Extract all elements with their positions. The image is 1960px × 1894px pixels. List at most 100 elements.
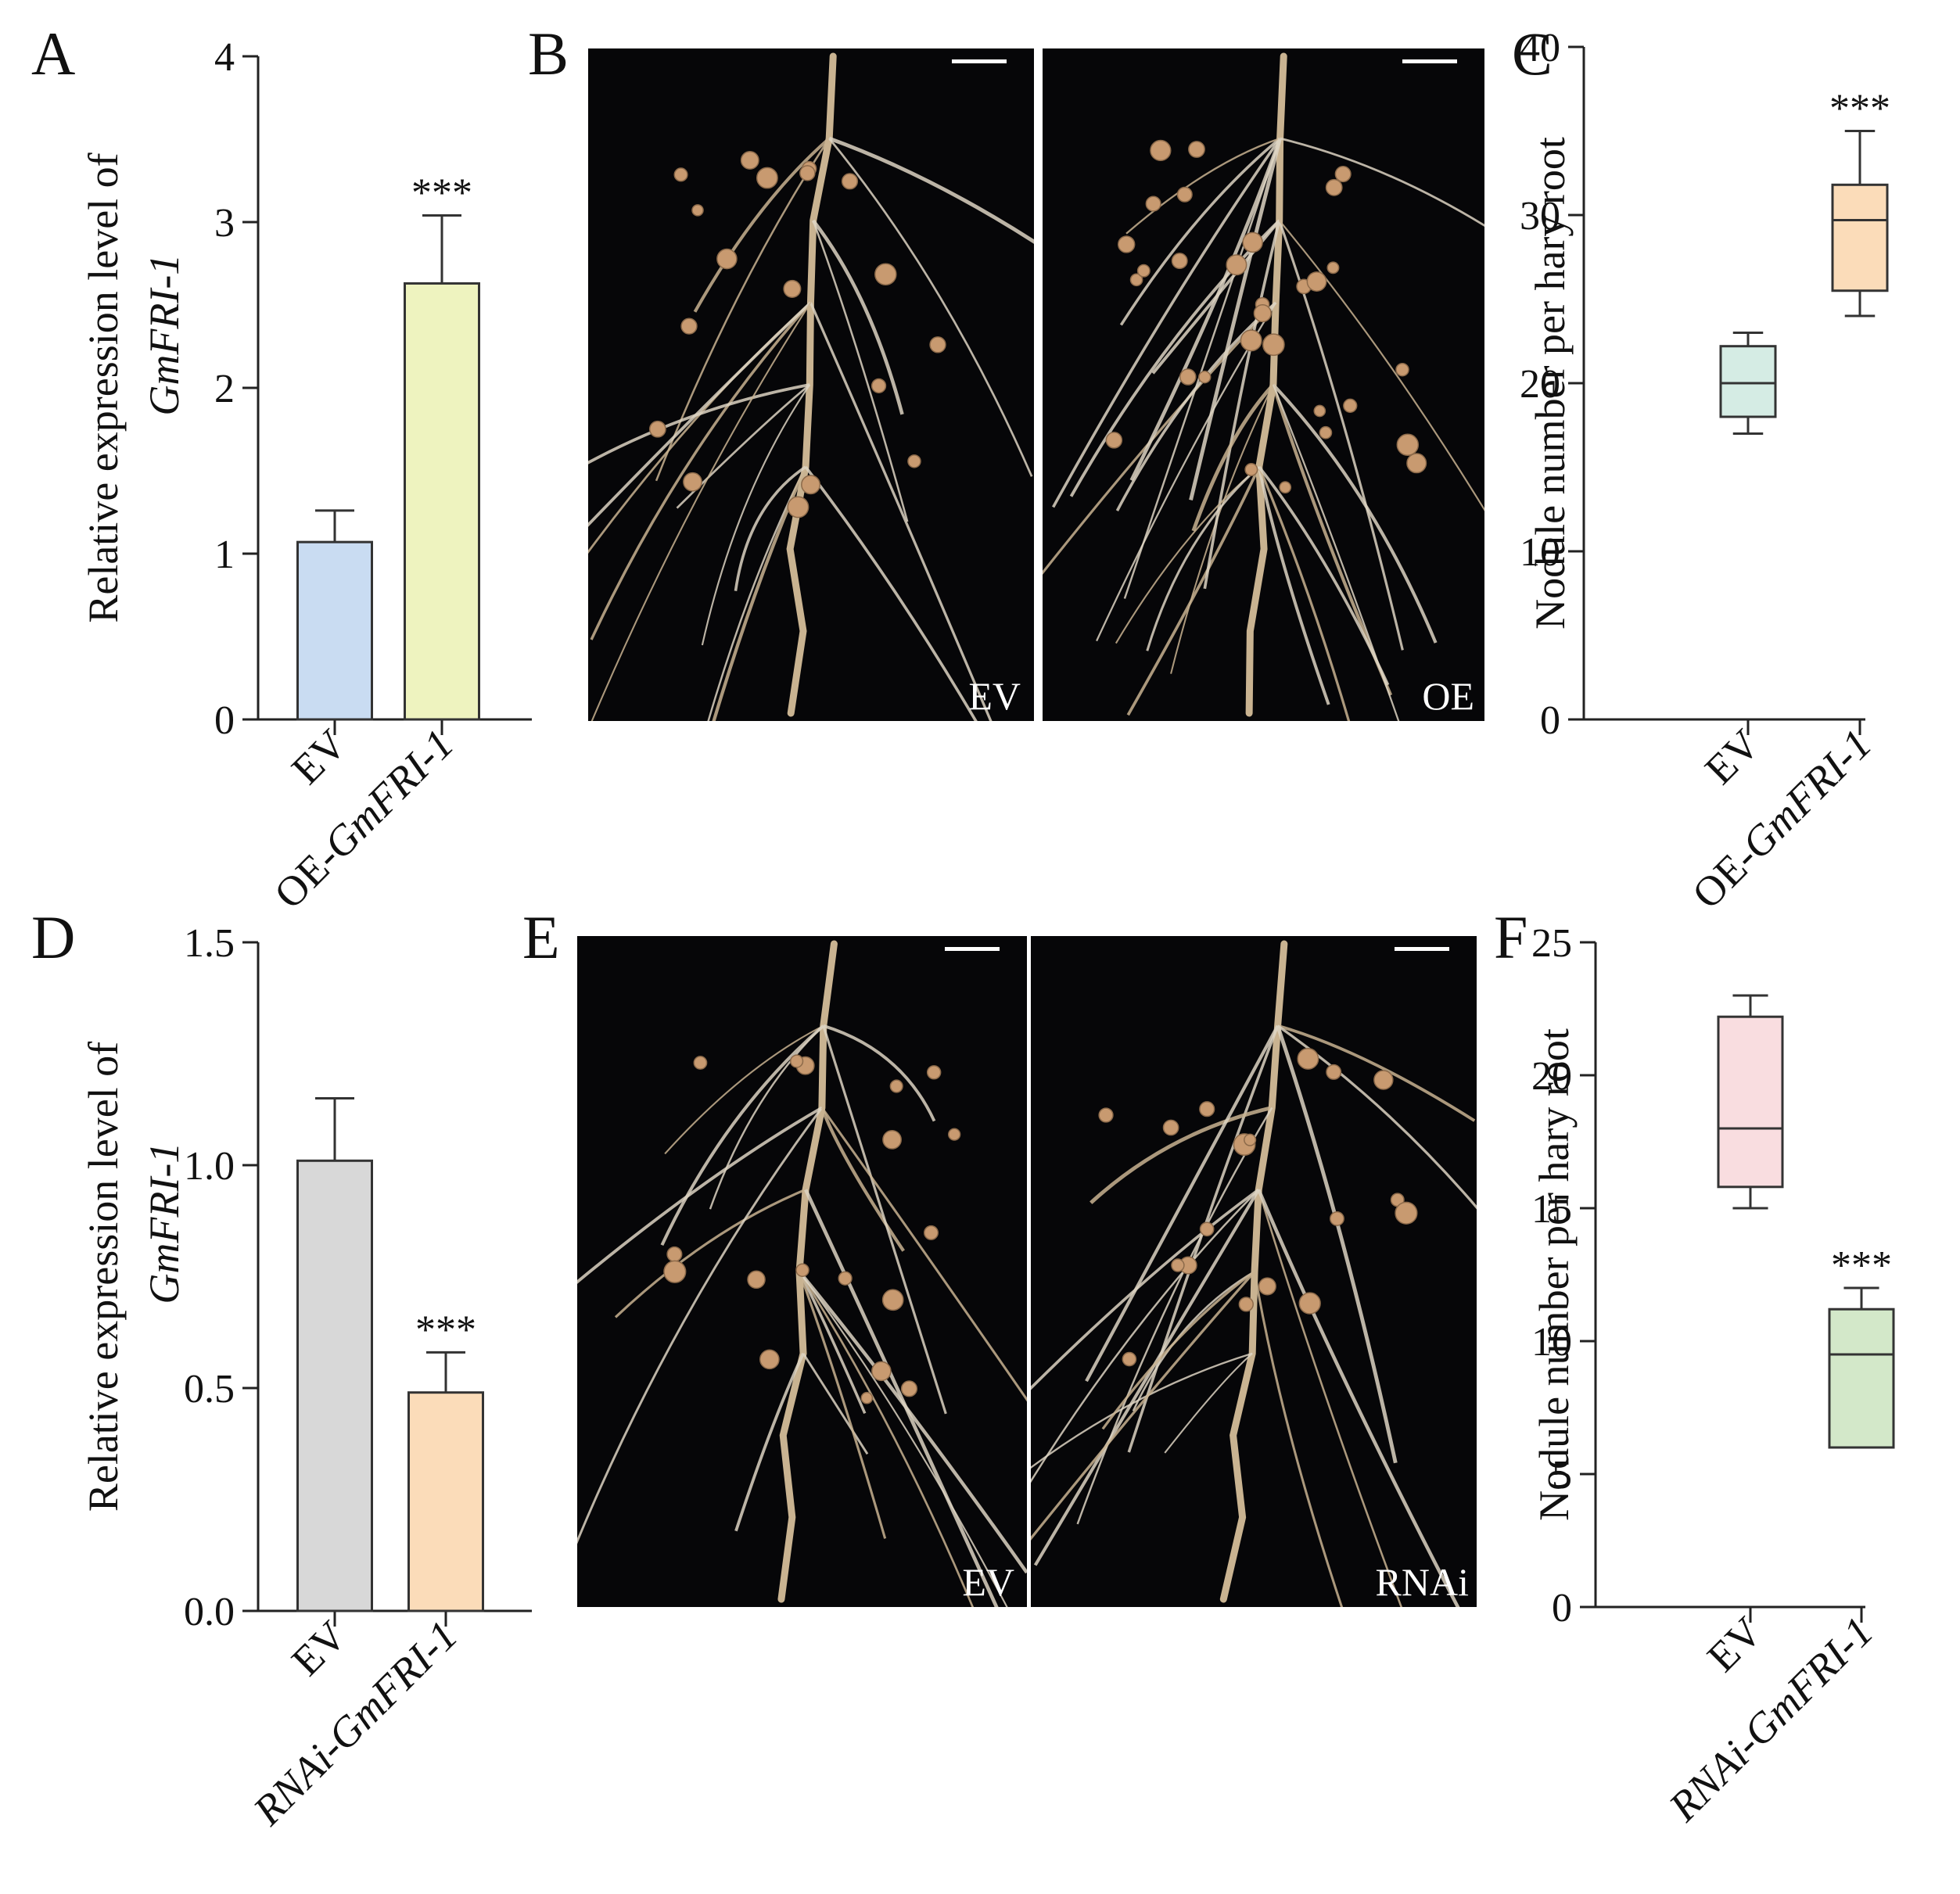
nodule xyxy=(673,167,688,182)
panel-letter-c: C xyxy=(1512,20,1553,88)
nodule xyxy=(1171,253,1188,270)
nodule xyxy=(838,1271,853,1286)
y-tick-label: 10 xyxy=(1520,530,1560,575)
lateral-root xyxy=(655,138,831,482)
lateral-root xyxy=(812,220,909,522)
nodule xyxy=(1396,433,1420,457)
y-tick-label: 0 xyxy=(214,698,235,743)
x-category-label: EV xyxy=(1696,720,1768,793)
nodule xyxy=(747,1270,766,1290)
lateral-root xyxy=(1276,1024,1398,1464)
y-tick-label: 1.0 xyxy=(184,1144,235,1189)
nodule xyxy=(926,1065,942,1080)
nodule xyxy=(1199,1101,1215,1117)
nodule xyxy=(1395,362,1409,377)
photo-e-left-label: EV xyxy=(962,1560,1014,1604)
nodule xyxy=(1343,398,1358,413)
lateral-root xyxy=(799,1271,1008,1607)
nodule xyxy=(1258,1277,1276,1296)
panel-letter-a: A xyxy=(31,20,75,88)
nodule xyxy=(871,1361,892,1382)
scale-bar xyxy=(1395,947,1449,951)
y-axis-label: Relative expression level of xyxy=(80,152,127,622)
significance-marker: *** xyxy=(1831,1243,1892,1288)
nodule xyxy=(1334,166,1352,183)
lateral-root xyxy=(811,219,904,415)
nodule xyxy=(1373,1070,1394,1090)
y-tick-label: 4 xyxy=(214,35,235,80)
lateral-root xyxy=(1257,1189,1460,1607)
panel-letter-b: B xyxy=(528,20,569,88)
lateral-root xyxy=(1089,1106,1273,1204)
lateral-root xyxy=(1272,384,1400,721)
nodule xyxy=(882,1129,902,1150)
root-system xyxy=(1043,52,1484,721)
lateral-root xyxy=(1258,466,1351,721)
lateral-root xyxy=(798,1271,867,1415)
nodule xyxy=(648,420,666,438)
root-system xyxy=(588,52,1034,721)
y-tick-label: 1.5 xyxy=(184,921,235,966)
panel-letter-d: D xyxy=(31,903,75,971)
significance-marker: *** xyxy=(1829,87,1890,131)
nodule xyxy=(1244,462,1258,476)
root-system xyxy=(577,940,1027,1607)
y-tick-label: 30 xyxy=(1520,194,1560,239)
nodule xyxy=(787,496,809,518)
lateral-root xyxy=(1164,1352,1253,1454)
lateral-root xyxy=(1257,466,1330,705)
nodule xyxy=(874,263,897,286)
nodule xyxy=(683,472,702,492)
lateral-root xyxy=(1031,1270,1256,1541)
lateral-root xyxy=(1069,219,1281,497)
lateral-root xyxy=(1101,1270,1256,1430)
main-root xyxy=(786,52,837,717)
y-axis-label: Nodule number per hary root xyxy=(1531,1028,1578,1521)
lateral-root xyxy=(1115,301,1277,511)
lateral-root xyxy=(1119,137,1281,326)
nodule xyxy=(900,1380,918,1397)
lateral-root xyxy=(1085,1024,1280,1383)
lateral-root xyxy=(1189,138,1282,500)
nodule xyxy=(1098,1107,1114,1123)
nodule xyxy=(1226,254,1247,276)
bar xyxy=(407,1391,484,1612)
lateral-root xyxy=(588,383,810,465)
y-tick-label: 0.0 xyxy=(184,1590,235,1634)
scale-bar xyxy=(1402,59,1457,63)
nodule xyxy=(1330,1211,1344,1226)
lateral-root xyxy=(1125,137,1280,235)
panel-letter-e: E xyxy=(522,903,560,971)
nodule xyxy=(1326,1064,1342,1080)
panel-a-bar-chart: 0 1 2 3 4 Relative expression level of GmFRI-1… xyxy=(80,35,532,917)
bar xyxy=(404,282,480,721)
lateral-root xyxy=(798,1270,1027,1574)
x-category-label: EV xyxy=(1698,1608,1771,1681)
lateral-root xyxy=(588,301,812,527)
photo-e-right-label: RNAi xyxy=(1376,1560,1469,1604)
nodule xyxy=(1253,303,1272,323)
lateral-root xyxy=(1258,1189,1403,1607)
lateral-root xyxy=(1272,383,1438,644)
lateral-root xyxy=(828,136,1034,244)
lateral-root xyxy=(1031,1188,1260,1390)
lateral-root xyxy=(1129,138,1282,482)
nodule xyxy=(1162,1119,1179,1136)
y-axis-label: Relative expression level of xyxy=(80,1042,127,1512)
significance-marker: *** xyxy=(411,171,472,216)
lateral-root xyxy=(590,301,812,640)
lateral-root xyxy=(828,138,1033,477)
y-axis-label-gene: GmFRI-1 xyxy=(141,1142,188,1304)
lateral-root xyxy=(1126,466,1261,716)
nodule xyxy=(1298,1292,1321,1315)
nodule xyxy=(799,165,816,181)
nodule xyxy=(889,1079,903,1093)
nodule xyxy=(790,1054,804,1068)
nodule xyxy=(680,317,698,335)
nodule xyxy=(860,1391,874,1404)
bar xyxy=(296,540,373,721)
lateral-root xyxy=(820,1107,905,1252)
lateral-root xyxy=(1031,1352,1253,1469)
